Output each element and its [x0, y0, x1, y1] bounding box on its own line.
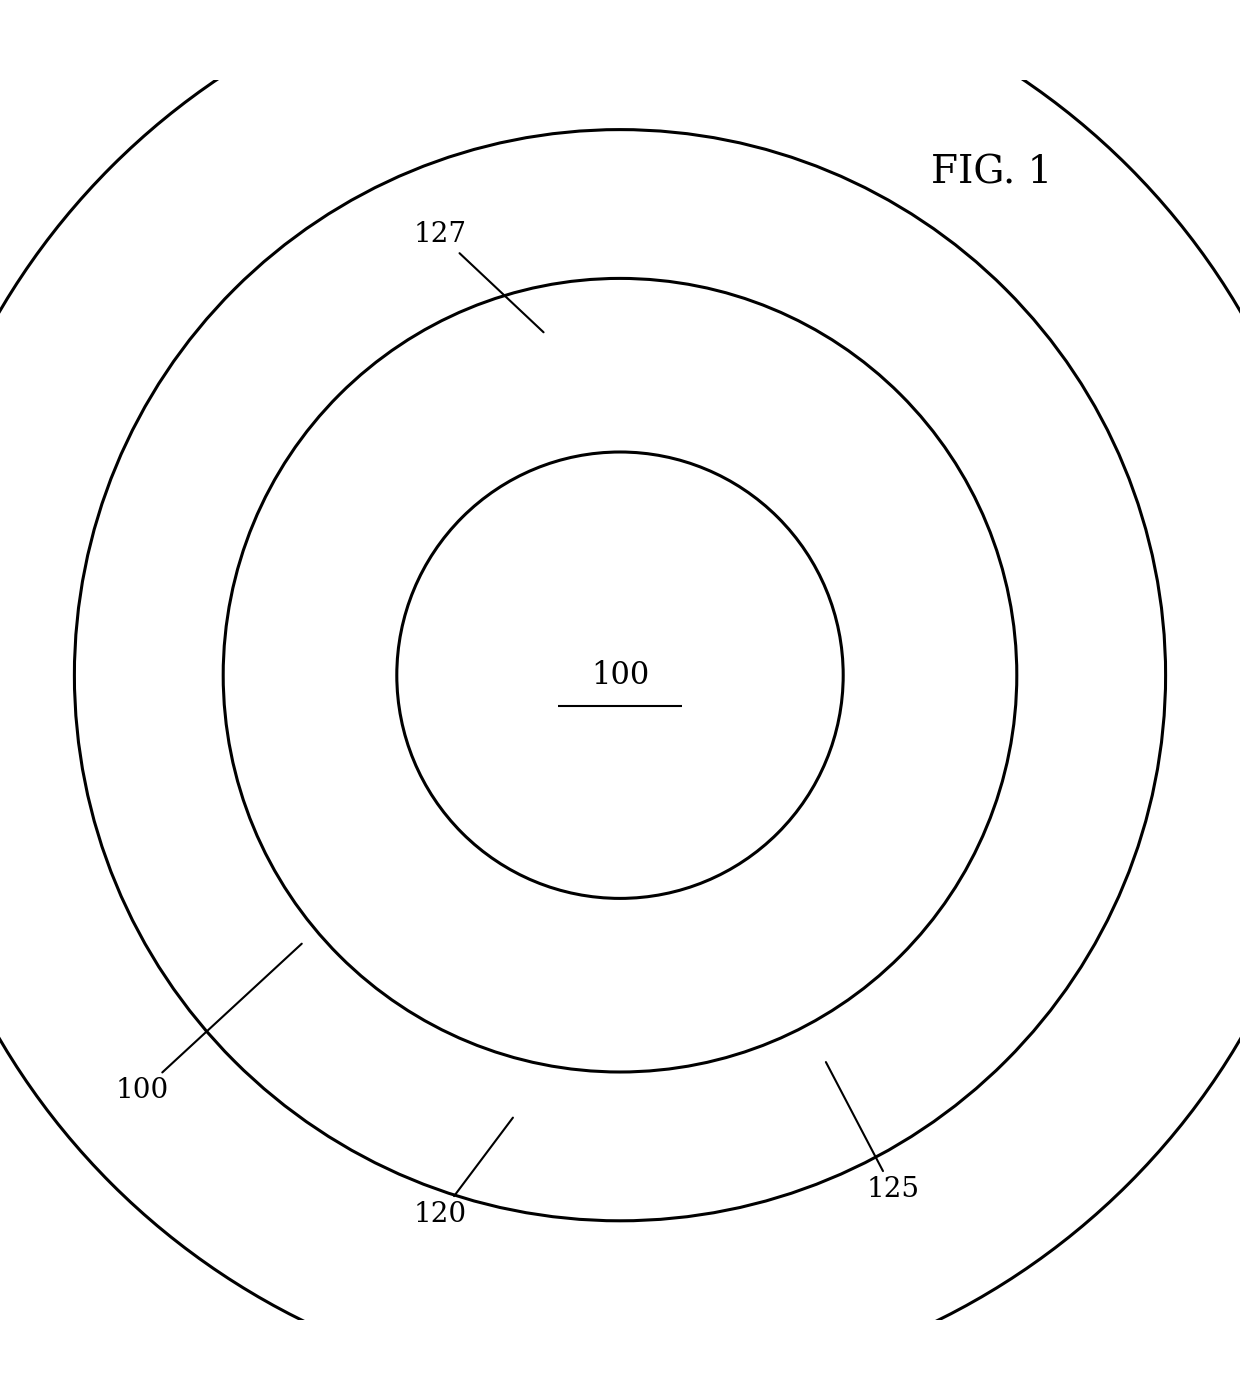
Text: 125: 125 — [826, 1063, 919, 1203]
Text: FIG. 1: FIG. 1 — [931, 154, 1053, 192]
Text: 100: 100 — [117, 944, 301, 1105]
Text: 120: 120 — [414, 1117, 513, 1228]
Text: 100: 100 — [591, 659, 649, 690]
Text: 127: 127 — [414, 221, 543, 332]
